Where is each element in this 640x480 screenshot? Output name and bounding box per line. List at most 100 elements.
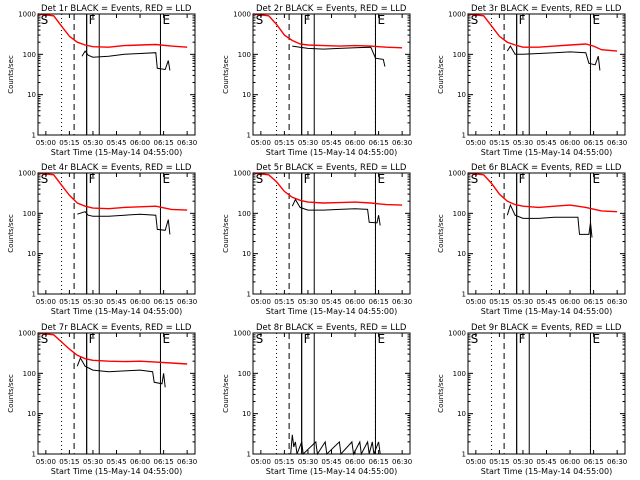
y-tick-label: 1000 — [448, 170, 466, 178]
y-axis-label: Counts/sec — [437, 55, 445, 94]
marker-label: F — [519, 13, 526, 27]
x-tick-label: 05:15 — [489, 458, 509, 466]
series-line-events — [506, 45, 601, 71]
x-axis-label: Start Time (15-May-14 04:55:00) — [481, 148, 612, 157]
y-tick-label: 1 — [462, 451, 466, 459]
marker-label: S — [41, 172, 49, 186]
series-line-lld — [37, 13, 188, 48]
y-axis-label: Counts/sec — [7, 214, 15, 253]
x-axis-label: Start Time (15-May-14 04:55:00) — [51, 307, 182, 316]
x-tick-label: 05:15 — [274, 298, 294, 306]
y-tick-label: 1 — [247, 451, 251, 459]
x-tick-label: 05:00 — [36, 458, 56, 466]
y-axis-label: Counts/sec — [7, 55, 15, 94]
panel-title: Det 5r BLACK = Events, RED = LLD — [256, 163, 407, 173]
series-line-events — [292, 45, 386, 67]
x-axis-label: Start Time (15-May-14 04:55:00) — [481, 467, 612, 476]
x-tick-label: 05:30 — [513, 458, 533, 466]
y-tick-label: 10 — [457, 250, 466, 258]
series-line-lld — [37, 332, 188, 365]
y-axis-label: Counts/sec — [222, 214, 230, 253]
marker-label: S — [471, 332, 479, 346]
y-tick-label: 1 — [462, 132, 466, 140]
panel-title: Det 4r BLACK = Events, RED = LLD — [41, 163, 192, 173]
x-tick-label: 06:15 — [154, 139, 174, 147]
y-tick-label: 1000 — [233, 11, 251, 19]
y-tick-label: 10 — [27, 91, 36, 99]
y-axis-label: Counts/sec — [222, 55, 230, 94]
y-tick-label: 1 — [462, 291, 466, 299]
x-axis-label: Start Time (15-May-14 04:55:00) — [51, 467, 182, 476]
marker-label: S — [471, 13, 479, 27]
x-tick-label: 05:45 — [106, 458, 126, 466]
marker-label: E — [377, 332, 385, 346]
x-tick-label: 05:30 — [513, 298, 533, 306]
x-tick-label: 06:30 — [392, 139, 412, 147]
panel-title: Det 9r BLACK = Events, RED = LLD — [471, 323, 622, 333]
x-tick-label: 05:15 — [489, 298, 509, 306]
x-tick-label: 06:15 — [369, 458, 389, 466]
series-line-lld — [37, 172, 188, 211]
panel-title: Det 2r BLACK = Events, RED = LLD — [256, 4, 407, 14]
x-axis-label: Start Time (15-May-14 04:55:00) — [266, 148, 397, 157]
panel-title: Det 6r BLACK = Events, RED = LLD — [471, 163, 622, 173]
x-tick-label: 05:45 — [106, 298, 126, 306]
x-tick-label: 05:45 — [536, 139, 556, 147]
panel-title: Det 7r BLACK = Events, RED = LLD — [41, 323, 192, 333]
x-tick-label: 05:00 — [466, 298, 486, 306]
y-tick-label: 1000 — [18, 330, 36, 338]
x-tick-label: 06:30 — [177, 458, 197, 466]
y-axis-label: Counts/sec — [437, 374, 445, 413]
x-tick-label: 05:30 — [83, 139, 103, 147]
y-tick-label: 10 — [242, 91, 251, 99]
x-tick-label: 06:00 — [560, 298, 580, 306]
x-tick-label: 06:30 — [607, 458, 627, 466]
marker-label: E — [592, 172, 600, 186]
x-tick-label: 05:15 — [274, 458, 294, 466]
marker-label: S — [256, 13, 264, 27]
marker-label: E — [162, 13, 170, 27]
x-tick-label: 05:45 — [536, 298, 556, 306]
marker-label: E — [377, 13, 385, 27]
x-tick-label: 05:30 — [513, 139, 533, 147]
x-tick-label: 05:45 — [106, 139, 126, 147]
y-tick-label: 10 — [457, 91, 466, 99]
panel-title: Det 8r BLACK = Events, RED = LLD — [256, 323, 407, 333]
series-line-lld — [252, 172, 403, 206]
series-line-events — [290, 434, 381, 456]
y-tick-label: 1000 — [448, 330, 466, 338]
x-tick-label: 05:00 — [36, 139, 56, 147]
x-tick-label: 06:30 — [177, 298, 197, 306]
y-tick-label: 1000 — [448, 11, 466, 19]
marker-label: E — [162, 172, 170, 186]
x-tick-label: 05:30 — [298, 458, 318, 466]
x-tick-label: 06:00 — [130, 458, 150, 466]
marker-label: F — [304, 172, 311, 186]
x-tick-label: 05:45 — [536, 458, 556, 466]
x-axis-label: Start Time (15-May-14 04:55:00) — [51, 148, 182, 157]
x-tick-label: 06:15 — [584, 458, 604, 466]
x-tick-label: 05:45 — [321, 298, 341, 306]
x-tick-label: 06:00 — [560, 458, 580, 466]
y-tick-label: 1000 — [18, 170, 36, 178]
marker-label: S — [41, 13, 49, 27]
series-line-events — [81, 50, 171, 71]
marker-label: F — [304, 332, 311, 346]
x-tick-label: 05:00 — [251, 139, 271, 147]
x-tick-label: 05:15 — [274, 139, 294, 147]
y-tick-label: 1 — [32, 451, 36, 459]
marker-label: F — [519, 332, 526, 346]
marker-label: F — [89, 332, 96, 346]
x-tick-label: 05:15 — [59, 139, 79, 147]
y-tick-label: 1000 — [18, 11, 36, 19]
x-tick-label: 06:15 — [154, 298, 174, 306]
y-tick-label: 100 — [238, 210, 251, 218]
marker-label: E — [592, 13, 600, 27]
